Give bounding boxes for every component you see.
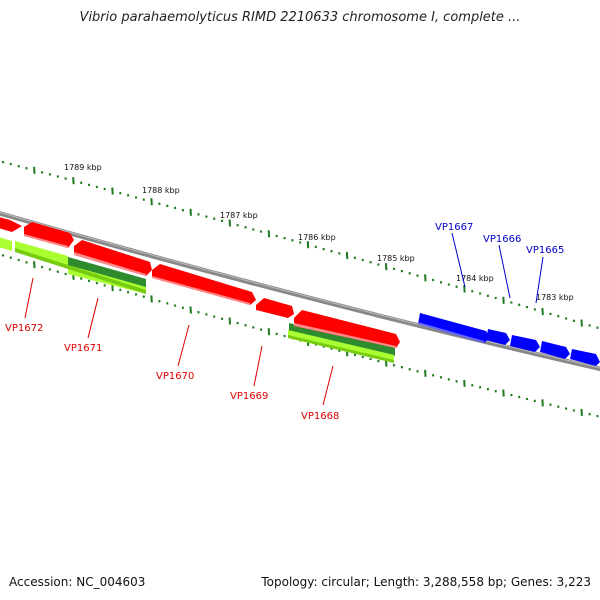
kbp-label: 1783 kbp <box>536 293 574 302</box>
leader-line <box>535 256 544 304</box>
feature-dark-green-1 <box>68 257 146 287</box>
gene-arrow-red-shade <box>152 276 250 305</box>
kbp-label: 1786 kbp <box>298 233 336 242</box>
gene-label-vp1668: VP1668 <box>301 411 339 422</box>
feature-dark-green-2 <box>289 323 395 356</box>
gene-arrow-red-shade <box>24 234 68 248</box>
gene-arrow-blue <box>570 349 600 366</box>
kbp-labels: 1789 kbp 1788 kbp 1787 kbp 1786 kbp 1785… <box>64 163 574 302</box>
leader-line <box>451 232 466 288</box>
kbp-label: 1787 kbp <box>220 211 258 220</box>
gene-labels: VP1672 VP1671 VP1670 VP1669 VP1668 VP166… <box>5 222 564 422</box>
feature-track-right <box>288 323 395 363</box>
feature-light-green-edge <box>15 248 146 294</box>
map-title: Vibrio parahaemolyticus RIMD 2210633 chr… <box>79 10 521 25</box>
gene-label-vp1672: VP1672 <box>5 323 43 334</box>
leader-line <box>87 297 99 339</box>
genome-summary-text: Topology: circular; Length: 3,288,558 bp… <box>261 575 591 589</box>
gene-label-vp1669: VP1669 <box>230 391 268 402</box>
gene-arrow-blue <box>486 329 510 345</box>
gene-arrow-red <box>74 240 152 276</box>
feature-light-green-2 <box>15 241 68 266</box>
gene-label-vp1670: VP1670 <box>156 371 194 382</box>
gene-label-vp1667: VP1667 <box>435 222 473 233</box>
chromosome-backbone <box>0 211 600 372</box>
gene-arrow-red <box>294 310 400 348</box>
chromosome-backbone-highlight <box>0 211 600 369</box>
gene-label-vp1665: VP1665 <box>526 245 564 256</box>
gene-arrow-red-shade <box>294 323 396 348</box>
kbp-label: 1788 kbp <box>142 186 180 195</box>
feature-track-left <box>0 237 146 294</box>
leader-line <box>322 365 334 406</box>
accession-text: Accession: NC_004603 <box>9 575 146 589</box>
gene-label-vp1671: VP1671 <box>64 343 102 354</box>
gene-arrow-red <box>24 222 74 248</box>
kbp-label: 1789 kbp <box>64 163 102 172</box>
gene-arrow-red-shade <box>74 252 146 276</box>
kbp-label: 1784 kbp <box>456 274 494 283</box>
gene-arrow-red <box>152 264 256 305</box>
feature-light-green-1 <box>0 237 12 251</box>
gene-arrow-red <box>0 217 22 232</box>
gene-track-blue <box>418 313 600 366</box>
gene-arrow-blue-shade <box>418 322 484 343</box>
gene-label-leaders <box>24 232 544 406</box>
gene-track-red <box>0 217 400 348</box>
gene-arrow-red <box>256 298 294 318</box>
outer-tick-arc <box>1 160 599 329</box>
leader-line <box>177 324 190 367</box>
gene-arrow-blue <box>418 313 490 343</box>
gene-arrow-blue <box>540 341 570 359</box>
leader-line <box>498 244 511 299</box>
kbp-label: 1785 kbp <box>377 254 415 263</box>
leader-line <box>253 345 263 387</box>
gene-arrow-blue <box>510 335 540 352</box>
gene-label-vp1666: VP1666 <box>483 234 521 245</box>
feature-light-green-edge-2 <box>288 335 394 363</box>
leader-line <box>24 277 34 319</box>
